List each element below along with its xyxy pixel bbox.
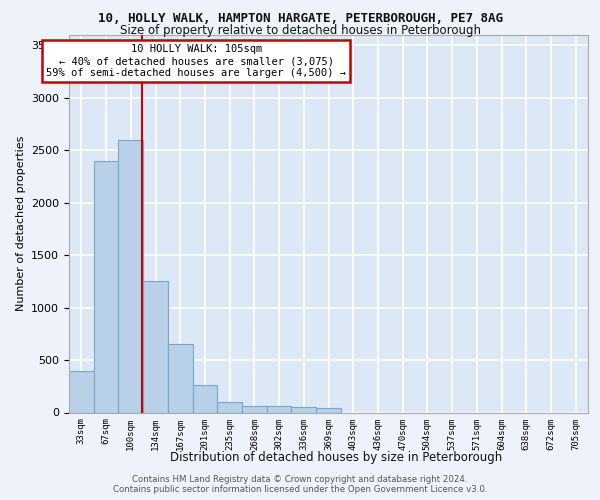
Text: 10 HOLLY WALK: 105sqm
← 40% of detached houses are smaller (3,075)
59% of semi-d: 10 HOLLY WALK: 105sqm ← 40% of detached … (46, 44, 346, 78)
Text: Distribution of detached houses by size in Peterborough: Distribution of detached houses by size … (170, 451, 502, 464)
Y-axis label: Number of detached properties: Number of detached properties (16, 136, 26, 312)
Bar (118, 140, 143, 412)
Bar (168, 344, 193, 412)
Bar (69, 370, 94, 412)
Bar (193, 385, 217, 412)
Bar (94, 161, 118, 412)
Text: Contains HM Land Registry data © Crown copyright and database right 2024.: Contains HM Land Registry data © Crown c… (132, 475, 468, 484)
Bar (242, 406, 267, 412)
Bar (267, 406, 292, 412)
Text: Contains public sector information licensed under the Open Government Licence v3: Contains public sector information licen… (113, 485, 487, 494)
Bar (292, 408, 316, 412)
Bar (217, 402, 242, 412)
Text: Size of property relative to detached houses in Peterborough: Size of property relative to detached ho… (119, 24, 481, 37)
Bar (316, 408, 341, 412)
Bar (143, 282, 168, 412)
Text: 10, HOLLY WALK, HAMPTON HARGATE, PETERBOROUGH, PE7 8AG: 10, HOLLY WALK, HAMPTON HARGATE, PETERBO… (97, 12, 503, 26)
